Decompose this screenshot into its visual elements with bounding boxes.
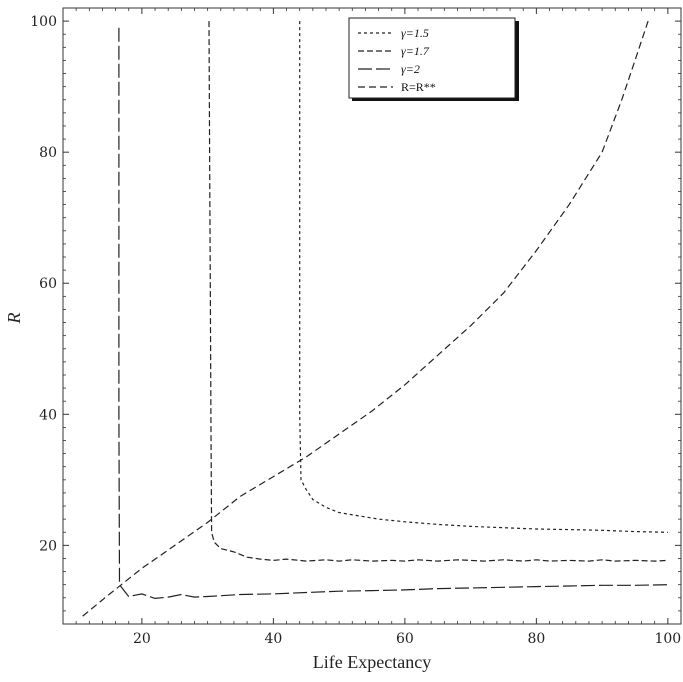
series-layer [82,20,668,617]
x-tick-label: 80 [527,631,545,647]
plot-frame [62,7,682,625]
legend: γ=1.5 γ=1.7 γ=2 R=R** [348,17,519,101]
y-tick-label: 80 [39,145,57,161]
series-line-0 [299,21,668,533]
ticks: 20 40 60 80 100 20 40 60 80 100 [30,8,681,647]
legend-box [348,17,516,99]
legend-label-gamma-1-5: γ=1.5 [401,26,429,40]
x-tick-label: 60 [396,631,414,647]
y-tick-label: 20 [39,538,57,554]
series-line-1 [208,21,668,562]
x-axis-title: Life Expectancy [313,652,431,672]
y-tick-label: 60 [39,276,57,292]
legend-label-gamma-2: γ=2 [401,62,420,76]
x-tick-label: 40 [264,631,282,647]
x-tick-label: 20 [133,631,151,647]
series-line-3 [82,20,649,617]
legend-label-gamma-1-7: γ=1.7 [401,44,430,58]
series-line-2 [118,27,668,600]
legend-label-r-double-star: R=R** [401,80,436,94]
x-tick-label: 100 [654,631,681,647]
y-axis-title: R [4,313,24,325]
y-tick-label: 100 [30,14,57,30]
y-tick-label: 40 [39,407,57,423]
